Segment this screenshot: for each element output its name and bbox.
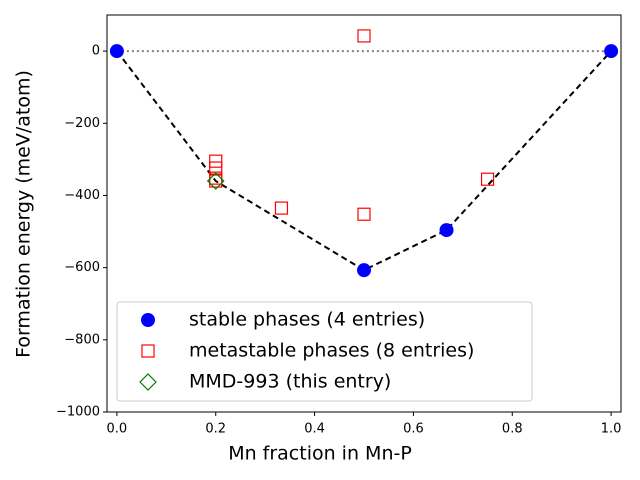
point — [604, 44, 619, 59]
legend-label: metastable phases (8 entries) — [189, 340, 474, 362]
y-tick-label: −800 — [64, 332, 100, 347]
point — [209, 174, 223, 188]
legend-marker — [139, 373, 157, 391]
y-tick-label: −1000 — [56, 405, 100, 420]
x-tick-label: 0.2 — [205, 422, 226, 437]
point — [439, 223, 454, 238]
point — [209, 161, 223, 175]
point — [109, 44, 124, 59]
hull-line — [116, 50, 612, 272]
x-tick-label: 1.0 — [601, 422, 622, 437]
y-tick-label: −200 — [64, 116, 100, 131]
y-axis-label: Formation energy (meV/atom) — [13, 70, 35, 358]
legend-marker — [141, 344, 155, 358]
point — [209, 154, 223, 168]
x-axis-label: Mn fraction in Mn-P — [228, 443, 412, 465]
point — [357, 207, 371, 221]
y-tick-label: 0 — [92, 44, 100, 59]
legend-box — [116, 301, 533, 402]
point — [480, 172, 495, 186]
point — [357, 263, 371, 278]
point — [357, 29, 371, 43]
point — [274, 201, 289, 215]
point — [206, 172, 225, 190]
legend-label: stable phases (4 entries) — [189, 309, 425, 331]
y-tick-label: −600 — [64, 260, 100, 275]
y-tick-label: −400 — [64, 188, 100, 203]
legend-label: MMD-993 (this entry) — [189, 371, 391, 393]
x-tick-label: 0.8 — [502, 422, 523, 437]
legend-marker — [141, 313, 155, 327]
x-tick-label: 0.0 — [107, 422, 128, 437]
x-tick-label: 0.6 — [403, 422, 424, 437]
legend: stable phases (4 entries) metastable phas… — [116, 301, 533, 402]
x-tick-label: 0.4 — [304, 422, 325, 437]
plot-frame — [106, 14, 622, 413]
